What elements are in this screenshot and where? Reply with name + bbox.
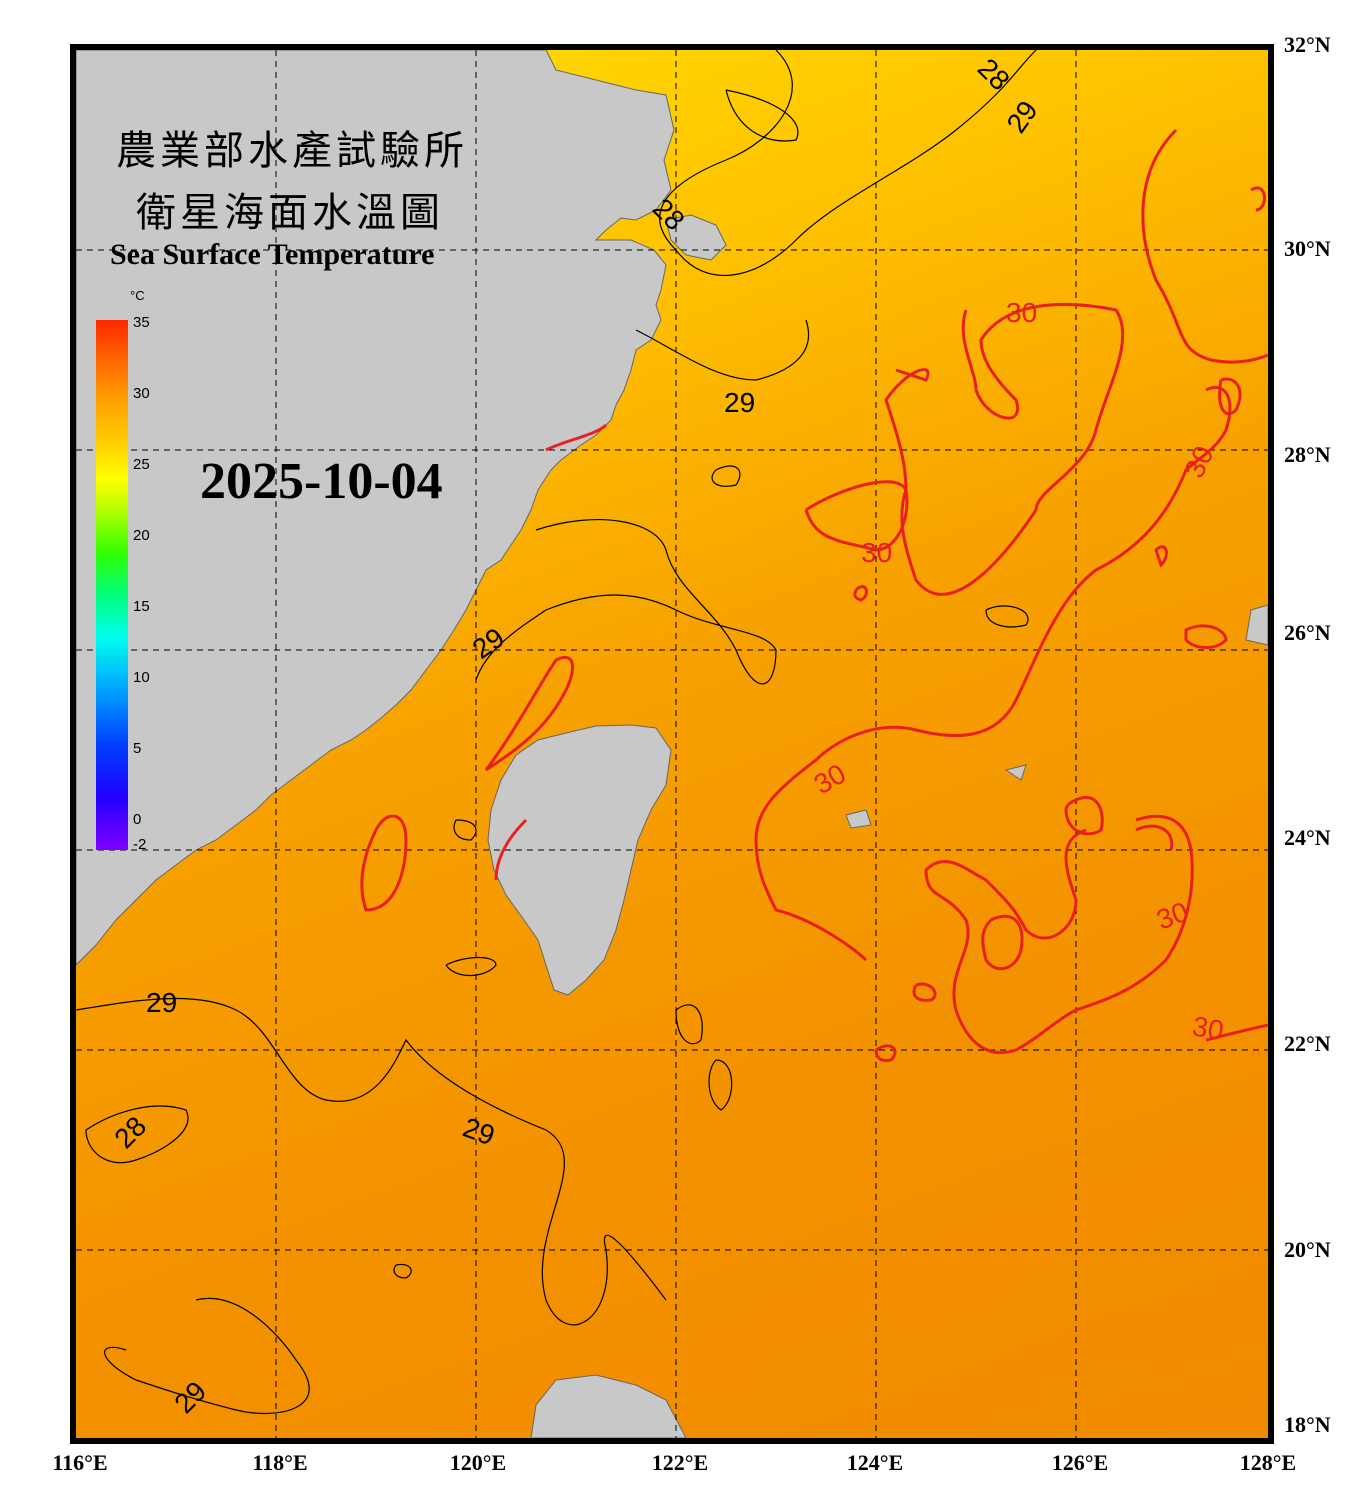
- lon-label: 120°E: [449, 1450, 507, 1475]
- lat-label: 26°N: [1284, 620, 1331, 645]
- contour-label: 29: [1001, 95, 1044, 138]
- contour-label: 28: [972, 52, 1016, 96]
- land-zhoushan-islands: [665, 214, 727, 261]
- lon-label: 118°E: [252, 1450, 308, 1475]
- contours-30: [360, 128, 1268, 1062]
- colorbar-tick: 35: [133, 314, 150, 331]
- sst-map: 28 29 29 29 29 29 29 30 30 30 30 30 30 2…: [70, 44, 1274, 1444]
- lon-label: 116°E: [52, 1450, 108, 1475]
- contour-label: 29: [168, 1375, 212, 1419]
- colorbar-tick: 25: [133, 456, 150, 473]
- lat-label: 32°N: [1284, 32, 1331, 57]
- contour-label: 29: [146, 987, 177, 1018]
- colorbar-tick: 15: [133, 598, 150, 615]
- land-luzon: [530, 1374, 687, 1438]
- title-chinese-line1: 農業部水產試驗所: [116, 128, 468, 174]
- colorbar-tick: -2: [133, 836, 147, 853]
- contour-label: 28: [108, 1110, 152, 1154]
- contours-black: [76, 50, 1037, 1415]
- lon-label: 126°E: [1051, 1450, 1109, 1475]
- title-chinese-line2: 衛星海面水溫圖: [136, 190, 444, 236]
- land-china-coast: [76, 50, 675, 966]
- contour-label: 29: [459, 1112, 499, 1152]
- lat-label: 30°N: [1284, 236, 1331, 261]
- land-taiwan: [487, 724, 672, 996]
- lat-label: 18°N: [1284, 1412, 1331, 1437]
- lat-label: 24°N: [1284, 825, 1331, 850]
- temperature-colorbar: [96, 320, 128, 850]
- contour-label: 30: [861, 537, 892, 568]
- lon-label: 128°E: [1239, 1450, 1297, 1475]
- colorbar-tick: 20: [133, 527, 150, 544]
- colorbar-tick: 0: [133, 811, 142, 828]
- lon-label: 122°E: [651, 1450, 709, 1475]
- lon-label: 124°E: [846, 1450, 904, 1475]
- contour-label: 30: [809, 758, 851, 800]
- contour-label: 29: [467, 622, 510, 665]
- colorbar-tick: 30: [133, 385, 150, 402]
- lat-label: 22°N: [1284, 1031, 1331, 1056]
- map-canvas: 28 29 29 29 29 29 29 30 30 30 30 30 30 2…: [76, 50, 1268, 1438]
- contour-label: 30: [1190, 1010, 1226, 1046]
- land-ryukyu-islands: [845, 604, 1268, 829]
- lat-label: 20°N: [1284, 1237, 1331, 1262]
- contour-label: 29: [724, 387, 755, 418]
- colorbar-tick: 10: [133, 669, 150, 686]
- colorbar-unit: °C: [130, 288, 145, 303]
- contour-label: 30: [1152, 896, 1192, 936]
- colorbar-tick: 5: [133, 740, 142, 757]
- contour-label: 30: [1006, 297, 1037, 328]
- map-date: 2025-10-04: [200, 453, 443, 510]
- title-english: Sea Surface Temperature: [110, 238, 435, 271]
- lat-label: 28°N: [1284, 442, 1331, 467]
